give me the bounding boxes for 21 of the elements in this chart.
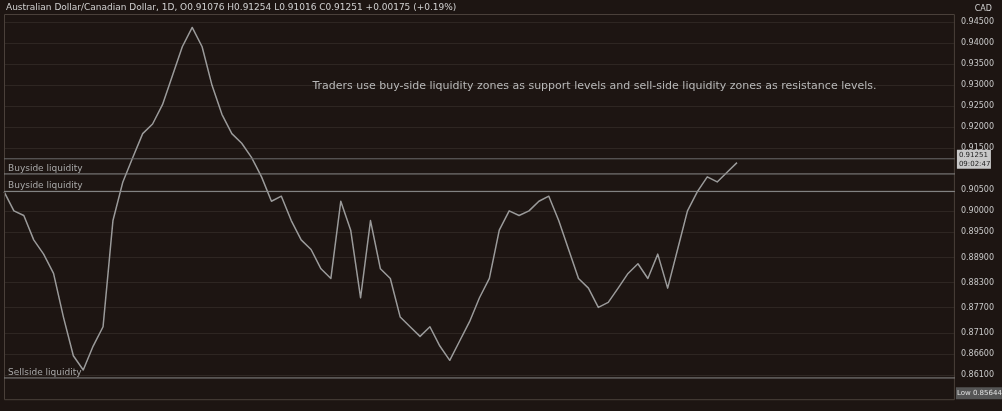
y-tick-label: 0.92000 <box>960 122 995 132</box>
y-tick-label: 0.90500 <box>960 185 995 195</box>
annotation: Traders use buy-side liquidity zones as support levels and sell-side liquidity zones as resistance levels. <box>311 78 877 92</box>
y-tick-label: 0.93500 <box>960 59 995 69</box>
y-tick-label: 0.87700 <box>960 302 995 312</box>
y-tick-label: 0.86100 <box>960 370 995 380</box>
y-tick-label: 0.88300 <box>960 277 995 287</box>
y-tick-label: 0.87100 <box>960 328 995 338</box>
y-tick-label: 0.89500 <box>960 227 995 237</box>
y-tick-label: 0.94500 <box>960 17 995 27</box>
ref-line-label: Sellside liquidity <box>8 366 83 377</box>
y-tick-label: 0.88900 <box>960 252 995 262</box>
y-tick-label: 0.92500 <box>960 101 995 111</box>
ref-line-label: Buyside liquidity <box>8 162 84 173</box>
chart-title: Australian Dollar/Canadian Dollar, 1D, O0.91076 H0.91254 L0.91016 C0.91251 +0.00175 (+0.19%) <box>6 2 457 12</box>
y-tick-label: 0.94000 <box>960 38 995 48</box>
y-tick-label: 0.93000 <box>960 80 995 90</box>
y-tick-label: 0.90000 <box>960 206 995 216</box>
ref-line-label: Buyside liquidity <box>8 180 84 191</box>
y-tick-label: 0.86600 <box>960 349 995 359</box>
y-axis-title: CAD <box>974 4 992 13</box>
